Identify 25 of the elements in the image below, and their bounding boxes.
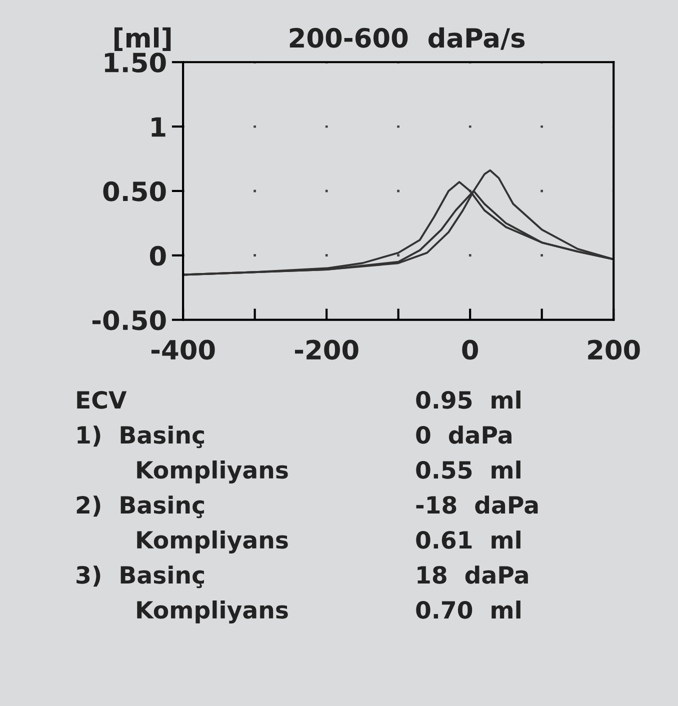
y-tick-label: 0.50	[103, 181, 166, 202]
text: 0.95 ml	[416, 390, 520, 409]
text: 0 daPa	[416, 426, 512, 444]
x-tick-label: 0	[462, 340, 478, 360]
text: Kompliyans	[137, 600, 288, 624]
x-tick-label: 200	[588, 340, 640, 360]
y-tick-label: 1	[152, 117, 166, 137]
text: ECV	[77, 390, 127, 409]
text: Kompliyans	[137, 460, 288, 484]
text: 0.70 ml	[416, 600, 520, 619]
text: 1) Basinç	[78, 426, 204, 448]
text: Kompliyans	[137, 530, 288, 554]
text: 3) Basinç	[76, 566, 204, 588]
y-axis-title: [ml]	[114, 27, 171, 51]
text: 0.55 ml	[416, 460, 520, 479]
text: 0.61 ml	[416, 530, 520, 549]
x-tick-label: -400	[151, 340, 215, 360]
y-tick-label: -0.50	[92, 310, 166, 330]
chart-title: 200-600 daPa/s	[290, 27, 525, 50]
x-tick-label: -200	[294, 340, 358, 360]
text: 18 daPa	[418, 566, 528, 584]
y-tick-label: 1.50	[104, 52, 166, 73]
text: -18 daPa	[416, 496, 538, 514]
text: 2) Basinç	[76, 496, 204, 518]
y-tick-label: 0	[150, 246, 166, 266]
